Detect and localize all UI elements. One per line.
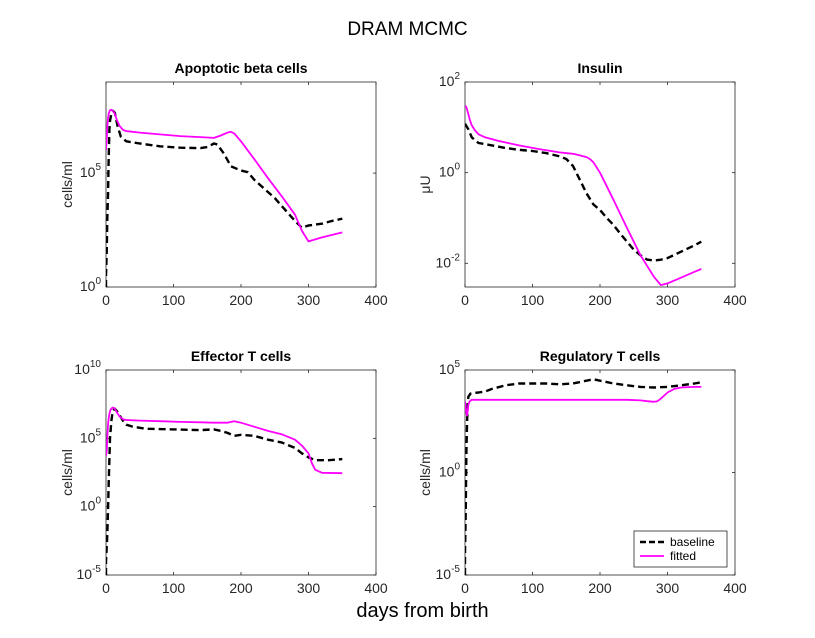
y-tick-label: 100: [439, 162, 461, 180]
series-line-baseline: [106, 407, 343, 575]
legend-label-fitted: fitted: [670, 549, 696, 563]
x-tick-label: 100: [521, 292, 545, 308]
x-tick-label: 200: [588, 292, 612, 308]
x-tick-label: 300: [297, 292, 321, 308]
y-tick-label: 105: [439, 359, 461, 377]
x-tick-label: 300: [656, 580, 680, 596]
y-tick-label: 10-5: [77, 564, 102, 582]
x-tick-label: 200: [588, 580, 612, 596]
subplot-title: Apoptotic beta cells: [174, 60, 307, 76]
axes-box: [464, 81, 736, 288]
series-line-baseline: [106, 109, 343, 287]
y-tick-label: 10-2: [436, 252, 461, 270]
series-line-baseline: [465, 123, 702, 262]
x-tick-label: 400: [723, 292, 747, 308]
y-tick-label: 10-5: [436, 564, 461, 582]
legend-label-baseline: baseline: [670, 535, 715, 549]
subplot-title: Effector T cells: [191, 348, 292, 364]
x-tick-label: 200: [229, 292, 253, 308]
series-line-fitted: [106, 406, 343, 475]
x-tick-label: 400: [364, 580, 388, 596]
y-axis-label: cells/ml: [417, 449, 433, 496]
y-tick-label: 100: [80, 276, 102, 294]
y-tick-label: 1010: [74, 359, 101, 377]
y-tick-label: 100: [80, 496, 102, 514]
x-tick-label: 100: [521, 580, 545, 596]
legend-box: [633, 530, 728, 568]
x-tick-label: 0: [102, 580, 110, 596]
subplot-title: Regulatory T cells: [540, 348, 661, 364]
axes-box: [105, 81, 377, 288]
x-tick-label: 0: [461, 580, 469, 596]
x-tick-label: 300: [297, 580, 321, 596]
subplot-3: 0 100 200 300 400 10-5 100 105 1010 Effector T ce…: [59, 348, 388, 596]
y-tick-label: 105: [80, 162, 102, 180]
y-tick-label: 105: [80, 427, 102, 445]
series-line-baseline: [465, 378, 702, 575]
subplot-title: Insulin: [577, 60, 622, 76]
subplot-4: 0 100 200 300 400 10-5 100 105 Regulatory T cell…: [417, 348, 747, 596]
subplot-2: 0 100 200 300 400 10-2 100 102 Insulin μU: [417, 60, 747, 308]
y-axis-label: cells/ml: [59, 449, 75, 496]
x-tick-label: 0: [102, 292, 110, 308]
x-tick-label: 300: [656, 292, 680, 308]
y-axis-label: cells/ml: [59, 161, 75, 208]
y-axis-label: μU: [417, 175, 433, 193]
series-line-fitted: [465, 385, 702, 417]
y-tick-label: 100: [439, 462, 461, 480]
series-line-fitted: [106, 108, 343, 243]
figure-xlabel: days from birth: [356, 600, 489, 622]
x-tick-label: 200: [229, 580, 253, 596]
x-tick-label: 100: [162, 580, 186, 596]
y-tick-label: 102: [439, 71, 461, 89]
x-tick-label: 400: [723, 580, 747, 596]
series-line-fitted: [465, 105, 702, 287]
x-tick-label: 100: [162, 292, 186, 308]
x-tick-label: 400: [364, 292, 388, 308]
figure-title: DRAM MCMC: [347, 19, 468, 40]
x-tick-label: 0: [461, 292, 469, 308]
